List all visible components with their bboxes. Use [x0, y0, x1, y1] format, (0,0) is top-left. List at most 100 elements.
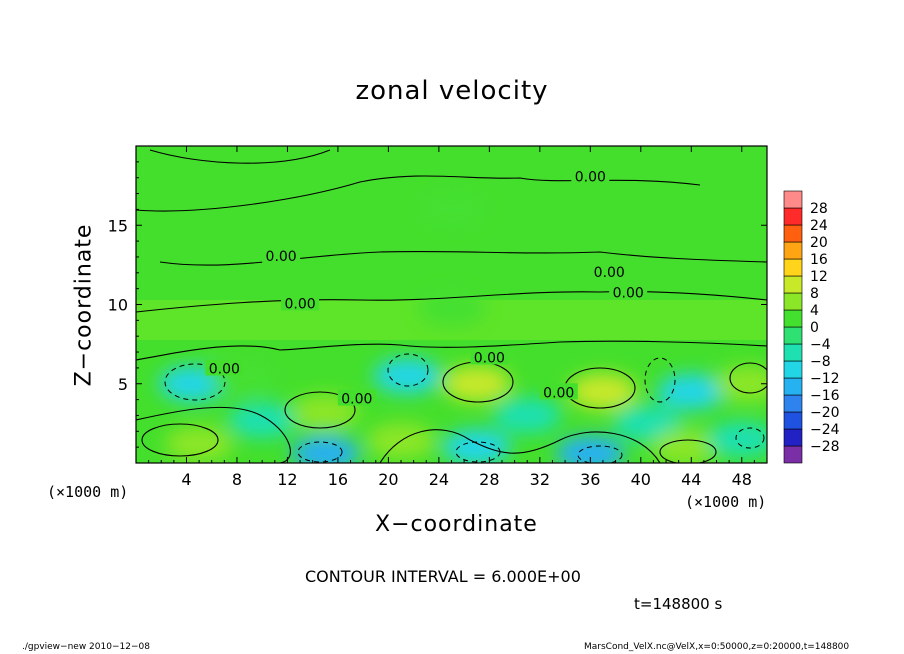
contour-interval-label: CONTOUR INTERVAL = 6.000E+00 — [305, 567, 581, 586]
x-tick-label: 20 — [378, 470, 398, 489]
contour-label: 0.00 — [575, 170, 606, 186]
colorbar-swatch — [783, 377, 803, 396]
contour-line — [136, 340, 767, 361]
colorbar-label: 4 — [810, 303, 819, 319]
x-tick-label: 44 — [681, 470, 701, 489]
footer-left: ./gpview−new 2010−12−08 — [22, 642, 150, 652]
x-tick-label: 36 — [580, 470, 600, 489]
x-tick-label: 8 — [232, 470, 242, 489]
colorbar-swatch — [783, 258, 803, 277]
field-cell — [291, 435, 360, 463]
field-cell — [714, 365, 767, 402]
colorbar-swatch — [783, 241, 803, 260]
colorbar-swatch — [783, 275, 803, 294]
contour-label: 0.00 — [209, 361, 240, 377]
contour-line-negative — [164, 363, 226, 401]
x-tick-label: 24 — [429, 470, 449, 489]
field-cell — [657, 373, 726, 410]
colorbar-swatch — [783, 428, 803, 447]
x-tick-label: 40 — [631, 470, 651, 489]
x-tick-label: 12 — [277, 470, 297, 489]
x-unit-right: (×1000 m) — [685, 493, 767, 511]
colorbar-swatch — [783, 207, 803, 226]
colorbar-swatch — [783, 411, 803, 430]
contour-line — [659, 439, 717, 463]
contour-label: 0.00 — [341, 392, 372, 408]
x-unit-left: (×1000 m) — [47, 483, 129, 501]
colorbar-label: −24 — [810, 422, 840, 438]
colorbar-swatch — [783, 190, 803, 209]
chart-title: zonal velocity — [355, 76, 549, 106]
colorbar-label: 24 — [810, 218, 828, 234]
contour-label-bg — [470, 348, 509, 365]
contour-line — [729, 362, 767, 394]
x-tick-label: 16 — [328, 470, 348, 489]
field-cell — [650, 429, 719, 463]
field-cell — [228, 402, 297, 439]
colorbar-label: 16 — [810, 252, 828, 268]
x-axis-label: X−coordinate — [375, 512, 538, 537]
colorbar-swatch — [783, 445, 803, 464]
y-tick-label: 15 — [108, 216, 128, 235]
velocity-field: 0.00 0.00 0.00 0.00 0.00 0.00 0.00 0.00 0.00 — [136, 146, 767, 463]
field-cell — [493, 397, 562, 434]
contour-line — [159, 250, 767, 266]
contour-label: 0.00 — [543, 385, 574, 401]
field-cell — [613, 405, 682, 442]
time-label: t=148800 s — [634, 595, 723, 613]
colorbar-label: −4 — [810, 337, 831, 353]
colorbar-label: 0 — [810, 320, 819, 336]
contour-label-bg — [281, 294, 320, 311]
y-tick-label: 5 — [118, 375, 128, 394]
x-tick-label: 4 — [181, 470, 191, 489]
colorbar-label: −12 — [810, 371, 840, 387]
colorbar-swatch — [783, 360, 803, 379]
contour-line — [149, 149, 331, 164]
field-cell — [707, 421, 767, 458]
colorbar-label: 20 — [810, 235, 828, 251]
field-cell — [373, 357, 442, 394]
x-tick-label: 48 — [732, 470, 752, 489]
field-cell — [417, 191, 486, 228]
x-tick-label: 28 — [479, 470, 499, 489]
y-tick-label: 10 — [108, 296, 128, 315]
contour-label-bg — [262, 246, 301, 263]
x-tick-label: 32 — [530, 470, 550, 489]
colorbar-swatch — [783, 394, 803, 413]
contour-line-negative — [644, 357, 676, 403]
contour-label-bg — [337, 389, 376, 406]
contour-line-negative — [577, 445, 623, 463]
colorbar-label: −16 — [810, 388, 840, 404]
field-cell — [442, 429, 511, 463]
colorbar-label: −8 — [810, 354, 831, 370]
contour-label: 0.00 — [613, 285, 644, 301]
colorbar-swatch — [783, 224, 803, 243]
contour-line — [284, 391, 356, 429]
contour-line-negative — [455, 441, 501, 463]
colorbar-label: 12 — [810, 269, 828, 285]
contour-label: 0.00 — [474, 350, 505, 366]
colorbar-swatch — [783, 292, 803, 311]
contour-label: 0.00 — [266, 249, 297, 265]
contour-line-negative — [735, 427, 765, 449]
footer-right: MarsCond_VelX.nc@VelX,x=0:50000,z=0:2000… — [584, 642, 850, 652]
contour-line — [136, 290, 767, 313]
field-cell — [165, 425, 234, 462]
colorbar-label: 8 — [810, 286, 819, 302]
field-cell — [442, 365, 511, 402]
contour-line-negative — [297, 441, 343, 463]
colorbar-swatch — [783, 343, 803, 362]
field-cell — [417, 289, 486, 326]
contour-label-bg — [590, 262, 629, 279]
contour-label-bg — [539, 383, 578, 400]
contour-label-bg — [205, 359, 244, 376]
field-cell — [568, 373, 637, 410]
colorbar-swatch — [783, 309, 803, 328]
colorbar-swatch — [783, 326, 803, 345]
contour-label-bg — [609, 283, 648, 300]
contour-line-negative — [387, 353, 429, 387]
contour-label: 0.00 — [594, 265, 625, 281]
contour-label-bg — [571, 167, 610, 184]
